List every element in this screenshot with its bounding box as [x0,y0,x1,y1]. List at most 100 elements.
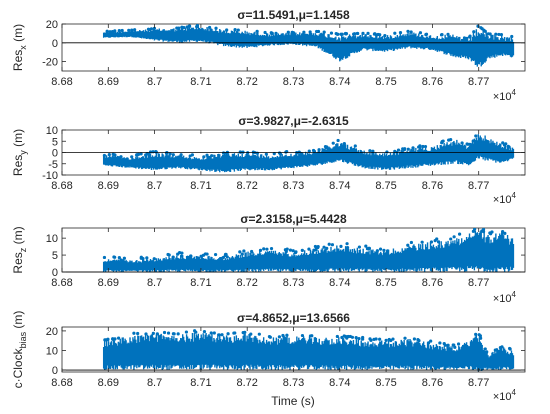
x-tick-label: 8.71 [190,180,211,192]
subplot-1: 8.68 8.69 8.7 8.71 8.72 8.73 8.74 8.75 8.76 8.77 2… [11,8,526,103]
data-point [112,337,116,341]
data-markers [102,228,507,263]
x-exponent-label: ×104 [493,191,517,206]
x-tick-label: 8.71 [190,76,211,88]
data-point [398,31,403,35]
data-point [494,32,498,36]
data-point [368,149,372,153]
data-point [148,150,153,154]
x-tick-label: 8.75 [375,377,396,389]
y-axis-label: c·Clockbias (m) [11,311,28,389]
data-point [258,248,263,252]
data-point [265,247,269,251]
data-point [499,32,504,37]
data-point [209,331,213,335]
data-point [446,32,450,36]
data-point [345,246,350,250]
data-point [471,229,475,233]
y-tick-label: 5 [52,136,58,148]
data-point [127,28,131,32]
data-point [372,337,376,341]
y-tick-label: 0 [52,267,58,279]
y-tick-label: -5 [48,159,58,171]
data-point [214,26,218,30]
data-point [325,246,329,250]
data-point [418,31,423,35]
x-tick-label: 8.75 [375,180,396,192]
data-point [120,28,124,33]
data-point [274,31,278,35]
data-point [331,141,335,145]
x-tick-label: 8.74 [329,180,350,192]
y-tick-label: -10 [42,170,58,182]
data-point [177,26,181,30]
data-point [108,30,112,34]
subplot-title: σ=11.5491,μ=1.1458 [237,8,350,22]
data-point [336,32,340,36]
data-point [203,252,208,256]
data-point [423,144,428,149]
data-point [378,337,382,341]
x-tick-label: 8.77 [468,377,489,389]
data-point [357,336,361,341]
data-series [102,228,515,272]
data-point [221,151,226,155]
y-tick-label: 0 [52,148,58,160]
data-point [210,154,214,158]
data-point [238,250,242,254]
data-point [119,258,123,262]
data-point [281,333,285,338]
x-tick-label: 8.69 [98,377,119,389]
data-markers [102,134,511,159]
data-point [139,152,143,156]
data-point [446,343,450,347]
x-tick-label: 8.72 [236,180,257,192]
data-point [322,30,326,34]
data-point [267,335,272,339]
data-point [284,150,288,154]
data-point [168,152,172,156]
data-point [147,152,151,156]
x-tick-label: 8.76 [422,180,443,192]
data-point [102,255,107,260]
data-point [113,255,117,259]
x-tick-label: 8.73 [283,377,304,389]
data-point [202,155,206,159]
data-point [122,256,126,260]
data-point [443,343,447,347]
data-point [485,350,489,354]
y-tick-label: -20 [42,57,58,69]
data-point [500,345,504,349]
x-tick-label: 8.72 [236,377,257,389]
data-point [176,332,180,336]
data-point [233,331,237,335]
data-point [366,31,370,36]
data-point [302,30,306,34]
data-point [297,150,301,154]
data-point [300,333,305,338]
data-point [288,248,293,252]
x-axis-label: Time (s) [271,394,315,408]
data-point [474,332,478,336]
data-point [339,244,343,249]
data-point [322,245,326,249]
data-point [242,249,246,253]
data-point [472,30,476,34]
x-tick-label: 8.76 [422,377,443,389]
data-point [190,153,194,157]
data-point [325,145,329,149]
data-point [382,248,386,252]
data-point [220,333,224,337]
data-point [291,249,295,253]
data-point [250,249,254,254]
data-point [406,147,410,151]
data-point [117,28,121,33]
data-point [457,232,462,236]
data-point [133,28,137,32]
x-tick-label: 8.68 [51,180,72,192]
data-point [409,240,414,245]
data-point [145,256,149,260]
data-stems [102,134,515,173]
x-tick-label: 8.71 [190,277,211,289]
